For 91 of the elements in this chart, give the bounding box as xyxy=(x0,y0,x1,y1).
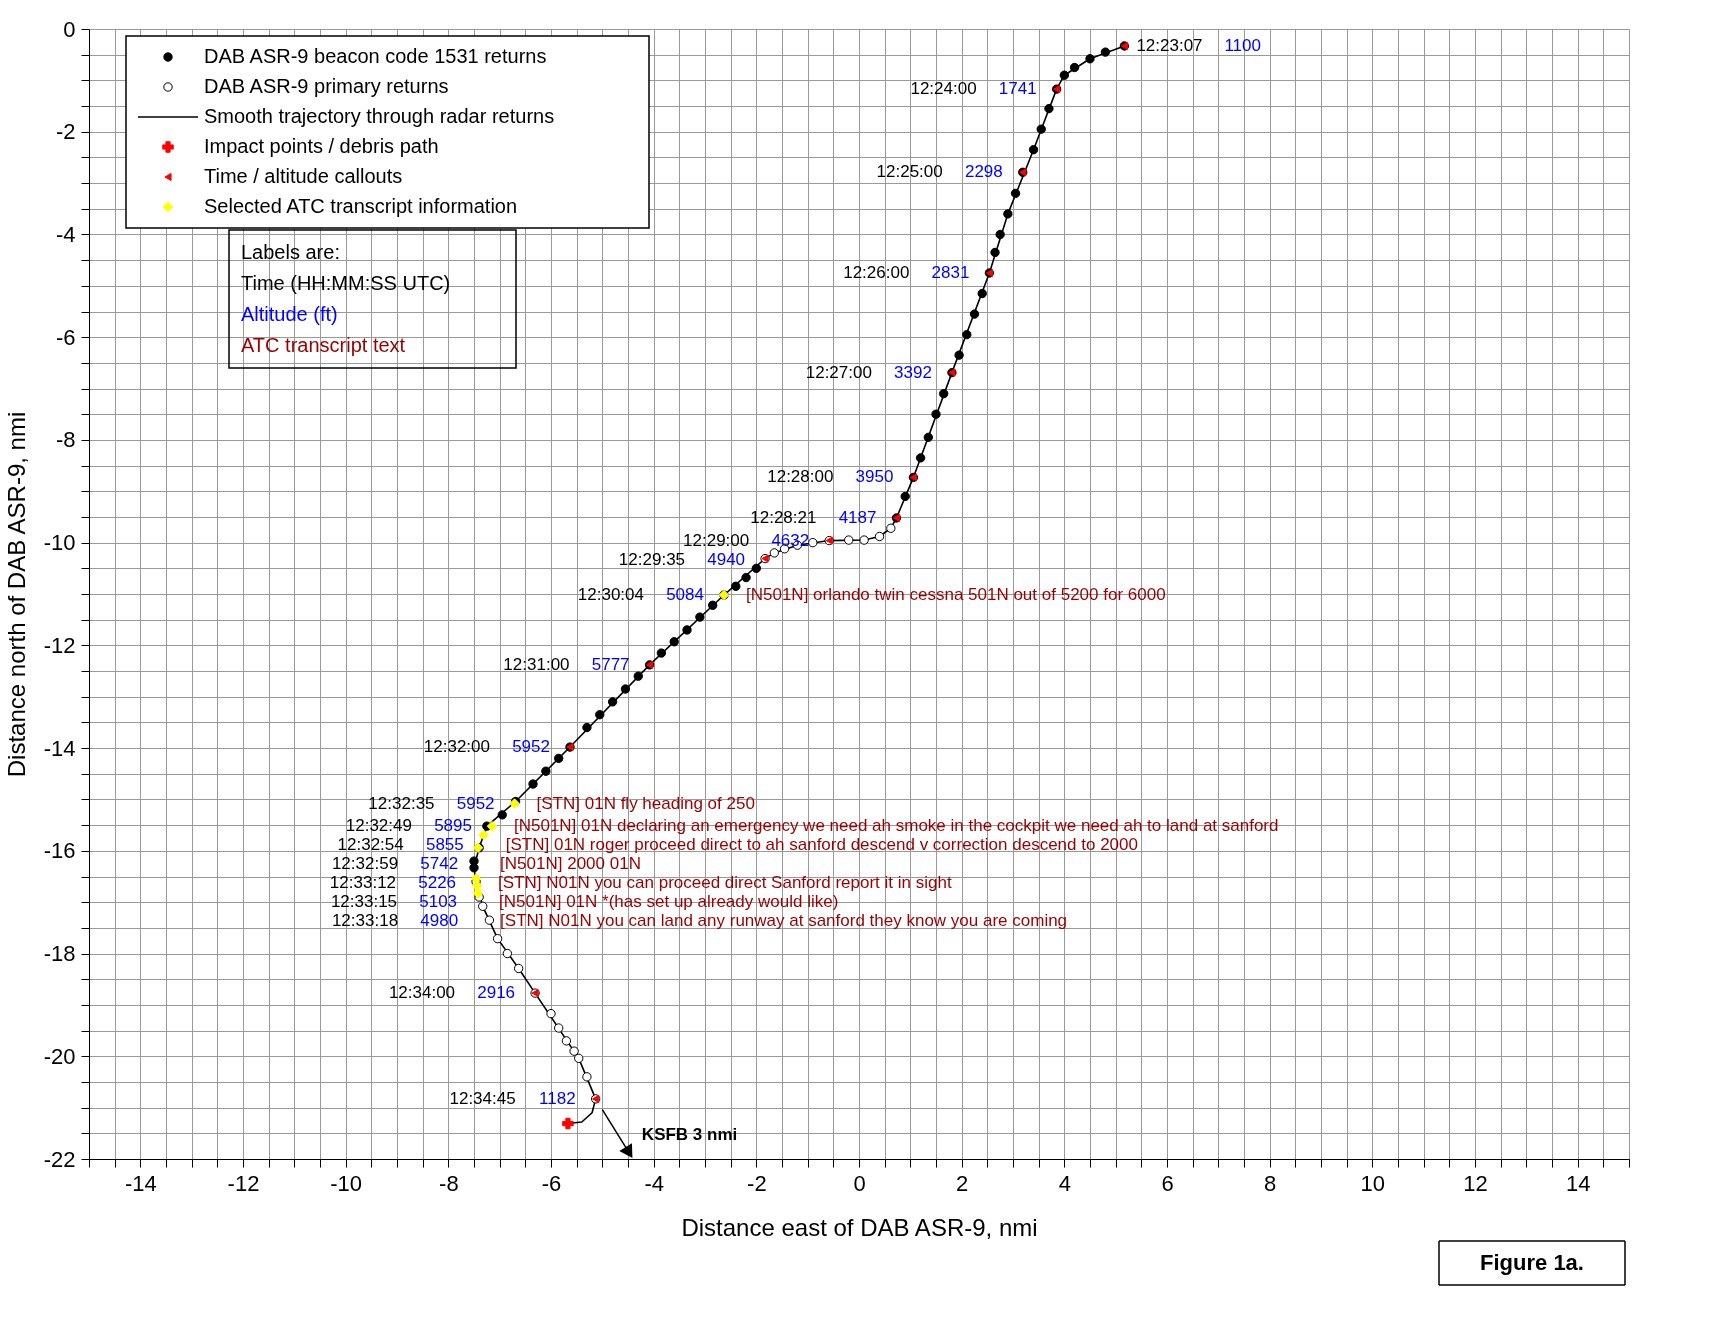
annotation: 12:34:45 xyxy=(449,1088,516,1108)
y-tick-label: -4 xyxy=(55,221,76,247)
x-tick-label: 0 xyxy=(853,1170,866,1196)
legend-label: Impact points / debris path xyxy=(204,135,439,157)
y-tick-label: -16 xyxy=(43,838,76,864)
annotation: 1182 xyxy=(539,1088,576,1108)
y-tick-label: -20 xyxy=(43,1043,76,1069)
annotation: Altitude (ft) xyxy=(241,302,338,325)
y-tick-label: -18 xyxy=(43,941,76,967)
annotation: 5895 xyxy=(434,816,472,836)
y-tick-label: -22 xyxy=(43,1146,76,1172)
x-tick-label: -4 xyxy=(644,1170,664,1196)
annotation: 12:33:18 xyxy=(331,911,399,931)
x-tick-label: -14 xyxy=(124,1170,157,1196)
annotation: 2831 xyxy=(931,262,970,282)
y-tick-label: -8 xyxy=(55,427,76,453)
y-tick-label: -12 xyxy=(43,632,76,658)
x-tick-label: 2 xyxy=(956,1170,969,1196)
annotation: 12:32:49 xyxy=(345,816,412,836)
x-tick-label: -8 xyxy=(439,1170,459,1196)
annotation: Time (HH:MM:SS UTC) xyxy=(241,271,451,294)
annotation: 5742 xyxy=(420,854,459,874)
annotation: [N501N] 01N declaring an emergency we need ah smoke in the cockpit we need ah to land at sanford xyxy=(513,816,1279,836)
annotation: [STN] 01N fly heading of 250 xyxy=(536,793,755,813)
annotation: 12:30:04 xyxy=(577,585,644,605)
annotation: 12:29:00 xyxy=(683,530,750,550)
annotation: Labels are: xyxy=(241,240,340,263)
y-axis-title: Distance north of DAB ASR-9, nmi xyxy=(2,411,30,778)
caption: Figure 1a. xyxy=(1480,1250,1584,1275)
annotation: 12:32:54 xyxy=(337,835,404,855)
y-tick-label: -10 xyxy=(43,530,76,556)
legend-label: DAB ASR-9 primary returns xyxy=(204,75,449,97)
annotation: 4940 xyxy=(707,549,746,569)
annotation: [STN] 01N roger proceed direct to ah sanford descend v correction descend to 2000 xyxy=(505,835,1138,855)
annotation: [STN] N01N you can land any runway at sanford they know you are coming xyxy=(500,911,1068,931)
annotation: 4187 xyxy=(838,507,877,527)
annotation: 12:33:12 xyxy=(329,873,397,893)
x-tick-label: -6 xyxy=(541,1170,562,1196)
annotation: KSFB 3 nmi xyxy=(641,1125,738,1145)
annotation: [STN] N01N you can proceed direct Sanford report it in sight xyxy=(498,873,952,893)
x-tick-label: 4 xyxy=(1058,1170,1071,1196)
annotation: 12:31:00 xyxy=(503,654,570,674)
annotation: 12:34:00 xyxy=(388,983,456,1003)
x-tick-label: 8 xyxy=(1264,1170,1277,1196)
annotation: 5952 xyxy=(456,793,495,813)
y-tick-label: -14 xyxy=(43,735,76,761)
annotation: 5952 xyxy=(512,737,550,757)
annotation: 12:26:00 xyxy=(843,262,910,282)
legend-label: Time / altitude callouts xyxy=(204,165,403,187)
x-tick-label: -12 xyxy=(227,1170,260,1196)
annotation: 5777 xyxy=(591,654,630,674)
annotation: 1100 xyxy=(1224,35,1261,55)
annotation: 12:28:21 xyxy=(750,507,817,527)
x-tick-label: -2 xyxy=(747,1170,767,1196)
annotation: 2298 xyxy=(964,162,1003,182)
annotation: 12:32:59 xyxy=(331,854,399,874)
legend-label: Selected ATC transcript information xyxy=(204,195,518,217)
annotation: ATC transcript text xyxy=(241,333,406,356)
annotation: [N501N] 2000 01N xyxy=(500,854,641,874)
annotation: 5103 xyxy=(419,892,458,912)
x-tick-label: 6 xyxy=(1161,1170,1174,1196)
y-tick-label: -6 xyxy=(55,324,76,350)
annotation: 12:23:07 xyxy=(1136,35,1203,55)
annotation: 1741 xyxy=(998,79,1037,99)
annotation: 2916 xyxy=(477,983,516,1003)
annotation: 4632 xyxy=(771,530,810,550)
annotation: 12:25:00 xyxy=(876,162,943,182)
legend-label: DAB ASR-9 beacon code 1531 returns xyxy=(204,45,547,67)
annotation: 12:32:00 xyxy=(423,737,490,757)
annotation: 5855 xyxy=(425,835,464,855)
annotation: 5084 xyxy=(666,585,704,605)
annotation: 12:24:00 xyxy=(910,79,977,99)
x-tick-label: 12 xyxy=(1463,1170,1488,1196)
x-tick-label: -10 xyxy=(330,1170,363,1196)
annotation: 12:32:35 xyxy=(368,793,435,813)
annotation: 5226 xyxy=(418,873,457,893)
annotation: 3392 xyxy=(894,362,932,382)
annotation: [N501N] 01N *(has set up already would like) xyxy=(499,892,839,912)
annotation: 12:27:00 xyxy=(805,362,872,382)
annotation: 12:33:15 xyxy=(330,892,398,912)
x-axis-title: Distance east of DAB ASR-9, nmi xyxy=(681,1213,1038,1241)
annotation: 12:28:00 xyxy=(767,467,834,487)
annotation: 3950 xyxy=(855,467,894,487)
annotation: 12:29:35 xyxy=(618,549,686,569)
x-tick-label: 14 xyxy=(1565,1170,1591,1196)
x-tick-label: 10 xyxy=(1360,1170,1386,1196)
legend-label: Smooth trajectory through radar returns xyxy=(204,105,555,127)
annotation: [N501N] orlando twin cessna 501N out of 5200 for 6000 xyxy=(745,585,1166,605)
annotation: 4980 xyxy=(420,911,459,931)
y-tick-label: -2 xyxy=(55,119,76,145)
y-tick-label: 0 xyxy=(63,16,76,42)
